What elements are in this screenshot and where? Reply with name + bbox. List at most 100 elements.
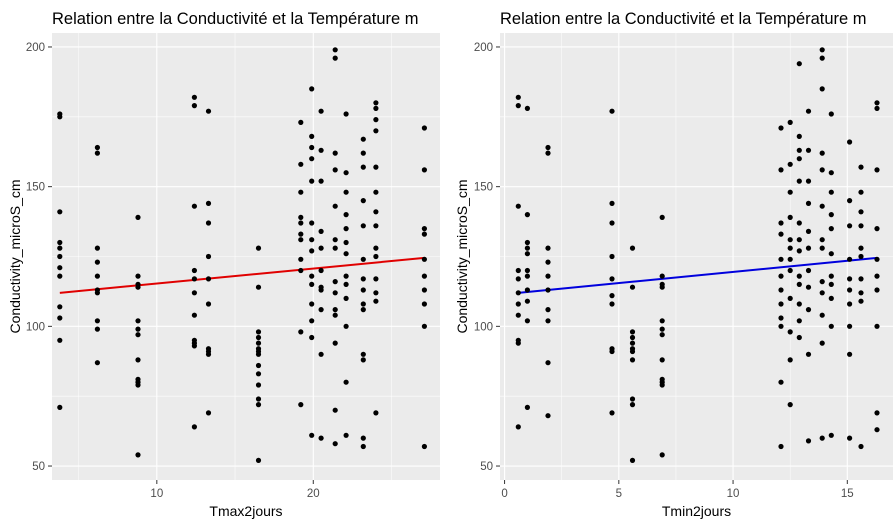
left-data-point [205, 253, 212, 260]
right-data-point [659, 318, 665, 324]
left-data-point [57, 315, 63, 321]
left-data-point [135, 357, 141, 363]
left-data-point [360, 357, 366, 363]
left-data-point [373, 223, 379, 229]
left-data-point [343, 189, 349, 195]
left-data-point [57, 273, 63, 279]
left-data-point [255, 284, 262, 290]
left-data-point [309, 237, 315, 243]
right-data-point [847, 139, 853, 145]
right-data-point [796, 281, 802, 287]
right-data-point [545, 245, 551, 251]
right-data-point [874, 167, 880, 173]
right-data-point [828, 281, 834, 287]
right-regression-line [518, 256, 878, 294]
left-data-point [205, 108, 212, 114]
left-data-point [94, 273, 100, 279]
left-data-point [332, 167, 338, 173]
right-data-point [828, 273, 834, 279]
right-data-point [778, 220, 784, 226]
left-data-point [373, 290, 379, 296]
right-data-point [787, 214, 793, 220]
left-data-point [309, 220, 315, 226]
right-data-point [796, 301, 802, 307]
left-data-point [205, 301, 212, 307]
right-data-point [847, 435, 853, 441]
right-data-point [609, 410, 615, 416]
left-data-point [332, 150, 338, 156]
left-data-point [332, 279, 338, 285]
right-data-point [858, 290, 864, 296]
left-data-point [343, 281, 349, 287]
left-data-point [360, 287, 366, 293]
right-data-point [858, 298, 864, 304]
right-data-point [524, 251, 531, 257]
left-data-point [94, 290, 100, 296]
left-regression-line [59, 256, 425, 294]
right-data-point [805, 267, 812, 274]
left-data-point [135, 284, 141, 290]
left-data-point [298, 267, 304, 274]
left-data-point [298, 402, 304, 408]
right-data-point [515, 103, 521, 109]
right-data-point [609, 200, 615, 206]
left-data-point [94, 150, 100, 156]
right-y-tick-label: 100 [474, 321, 493, 333]
left-data-point [332, 340, 338, 346]
left-data-point [360, 443, 366, 450]
right-data-point [629, 402, 636, 408]
left-data-point [191, 203, 197, 209]
right-axis-ticks: 0 5 10 15 50 100 150 200 [474, 42, 854, 500]
right-data-point [515, 267, 521, 274]
left-data-point [255, 396, 262, 402]
left-data-point [255, 402, 262, 408]
left-data-point [343, 226, 349, 232]
right-data-point [629, 396, 636, 402]
left-data-point [309, 86, 315, 92]
right-data-point [545, 413, 551, 419]
right-data-point [545, 144, 551, 151]
right-data-point [874, 410, 880, 416]
left-data-point [191, 276, 197, 282]
right-data-point [828, 432, 834, 438]
right-data-point [847, 301, 853, 307]
left-data-point [373, 117, 379, 123]
right-data-point [515, 290, 521, 296]
left-data-point [309, 133, 315, 139]
right-data-point [659, 332, 665, 338]
left-data-point [191, 343, 197, 349]
right-data-point [805, 307, 812, 313]
left-data-point [309, 178, 315, 184]
left-data-point [343, 379, 349, 385]
left-data-point [373, 128, 379, 134]
right-data-point [858, 189, 864, 195]
left-data-point [94, 360, 100, 366]
right-data-point [515, 312, 521, 318]
left-data-point [343, 212, 349, 218]
left-data-point [255, 457, 262, 463]
right-data-point [659, 452, 665, 458]
right-data-point [629, 329, 636, 335]
left-y-tick-label: 150 [26, 182, 45, 194]
left-data-point [135, 332, 141, 338]
right-data-point [796, 318, 802, 324]
left-data-point [298, 214, 304, 220]
right-data-point [858, 209, 864, 215]
right-data-point [778, 323, 784, 329]
left-data-point [191, 267, 197, 274]
right-data-point [515, 203, 521, 209]
left-data-point [332, 203, 338, 209]
right-data-point [858, 276, 864, 282]
left-data-point [94, 318, 100, 324]
right-y-tick-label: 200 [474, 42, 493, 54]
right-data-point [629, 334, 636, 341]
left-data-point [360, 164, 366, 170]
right-data-point [858, 443, 864, 450]
right-data-point [524, 273, 531, 279]
right-data-point [609, 108, 615, 114]
right-data-point [796, 178, 802, 184]
left-data-point [191, 94, 197, 100]
left-data-point [343, 273, 349, 279]
left-data-point [373, 276, 379, 282]
